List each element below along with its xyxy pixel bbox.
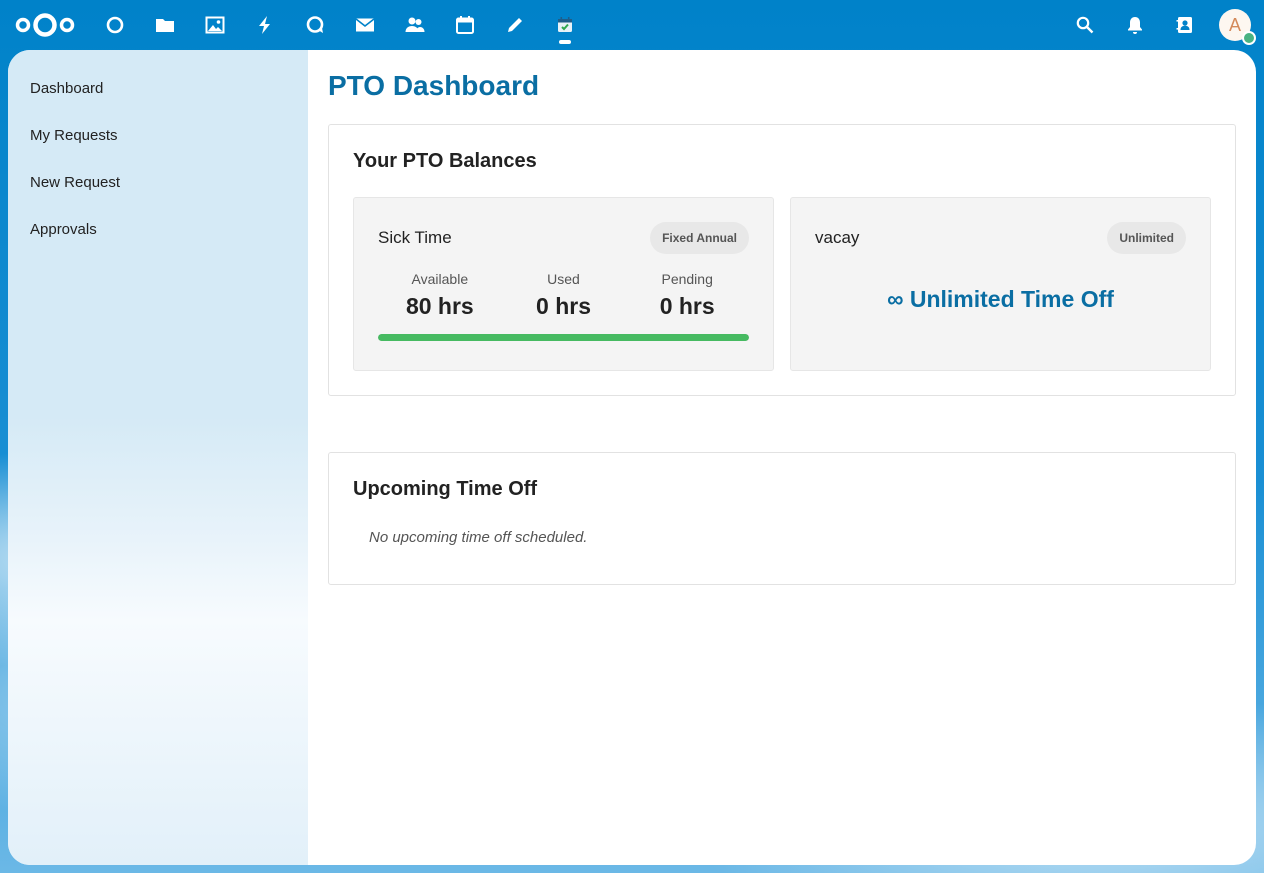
balances-title: Your PTO Balances (353, 150, 537, 172)
app-window: Dashboard My Requests New Request Approv… (8, 50, 1256, 865)
sidebar-item-approvals[interactable]: Approvals (30, 220, 97, 238)
progress-fill (378, 334, 749, 341)
contacts-app-icon[interactable] (390, 0, 440, 50)
pto-app-icon[interactable] (540, 0, 590, 50)
pto-balances-panel: Your PTO Balances Sick Time Fixed Annual… (328, 124, 1236, 396)
header-right: A (1060, 0, 1256, 50)
balance-cards: Sick Time Fixed Annual Available 80 hrs … (353, 197, 1211, 371)
talk-app-icon[interactable] (290, 0, 340, 50)
sidebar: Dashboard My Requests New Request Approv… (8, 50, 308, 865)
notes-app-icon[interactable] (490, 0, 540, 50)
policy-type-badge: Unlimited (1107, 222, 1186, 254)
stat-label: Used (547, 271, 580, 287)
stat-pending: Pending 0 hrs (625, 270, 749, 320)
avatar-initial: A (1228, 14, 1241, 35)
mail-app-icon[interactable] (340, 0, 390, 50)
stat-value: 0 hrs (659, 293, 715, 319)
page-title: PTO Dashboard (328, 70, 540, 101)
upcoming-time-off-panel: Upcoming Time Off No upcoming time off s… (328, 452, 1236, 585)
balance-card-vacay: vacay Unlimited ∞ Unlimited Time Off (790, 197, 1211, 371)
stat-label: Available (411, 271, 469, 287)
card-header: vacay Unlimited (815, 222, 1186, 254)
policy-name: Sick Time (378, 228, 452, 247)
files-app-icon[interactable] (140, 0, 190, 50)
activity-app-icon[interactable] (240, 0, 290, 50)
stat-used: Used 0 hrs (502, 270, 626, 320)
main-content: PTO Dashboard Your PTO Balances Sick Tim… (308, 50, 1256, 865)
notifications-bell-icon[interactable] (1110, 0, 1160, 50)
policy-type-badge: Fixed Annual (650, 222, 749, 254)
card-header: Sick Time Fixed Annual (378, 222, 749, 254)
nextcloud-logo-icon[interactable] (14, 10, 76, 40)
dashboard-app-icon[interactable] (90, 0, 140, 50)
stat-available: Available 80 hrs (378, 270, 502, 320)
stat-value: 80 hrs (405, 293, 474, 319)
avatar[interactable]: A (1219, 9, 1256, 45)
calendar-app-icon[interactable] (440, 0, 490, 50)
unlimited-time-off-label: ∞ Unlimited Time Off (887, 286, 1114, 312)
sidebar-item-my-requests[interactable]: My Requests (30, 126, 118, 144)
search-icon[interactable] (1060, 0, 1110, 50)
sidebar-item-dashboard[interactable]: Dashboard (30, 79, 104, 97)
stat-value: 0 hrs (536, 293, 591, 319)
online-status-icon (1242, 31, 1256, 45)
empty-state-text: No upcoming time off scheduled. (369, 529, 588, 546)
photos-app-icon[interactable] (190, 0, 240, 50)
sidebar-item-new-request[interactable]: New Request (30, 173, 121, 191)
policy-name: vacay (815, 228, 860, 247)
upcoming-title: Upcoming Time Off (353, 478, 538, 500)
contacts-menu-icon[interactable] (1160, 0, 1210, 50)
stat-label: Pending (661, 271, 713, 287)
app-menu (90, 0, 590, 50)
balance-progress-bar (378, 334, 749, 341)
top-bar: A (0, 0, 1264, 50)
balance-stats: Available 80 hrs Used 0 hrs Pending 0 hr… (378, 270, 749, 320)
balance-card-sick-time: Sick Time Fixed Annual Available 80 hrs … (353, 197, 774, 371)
